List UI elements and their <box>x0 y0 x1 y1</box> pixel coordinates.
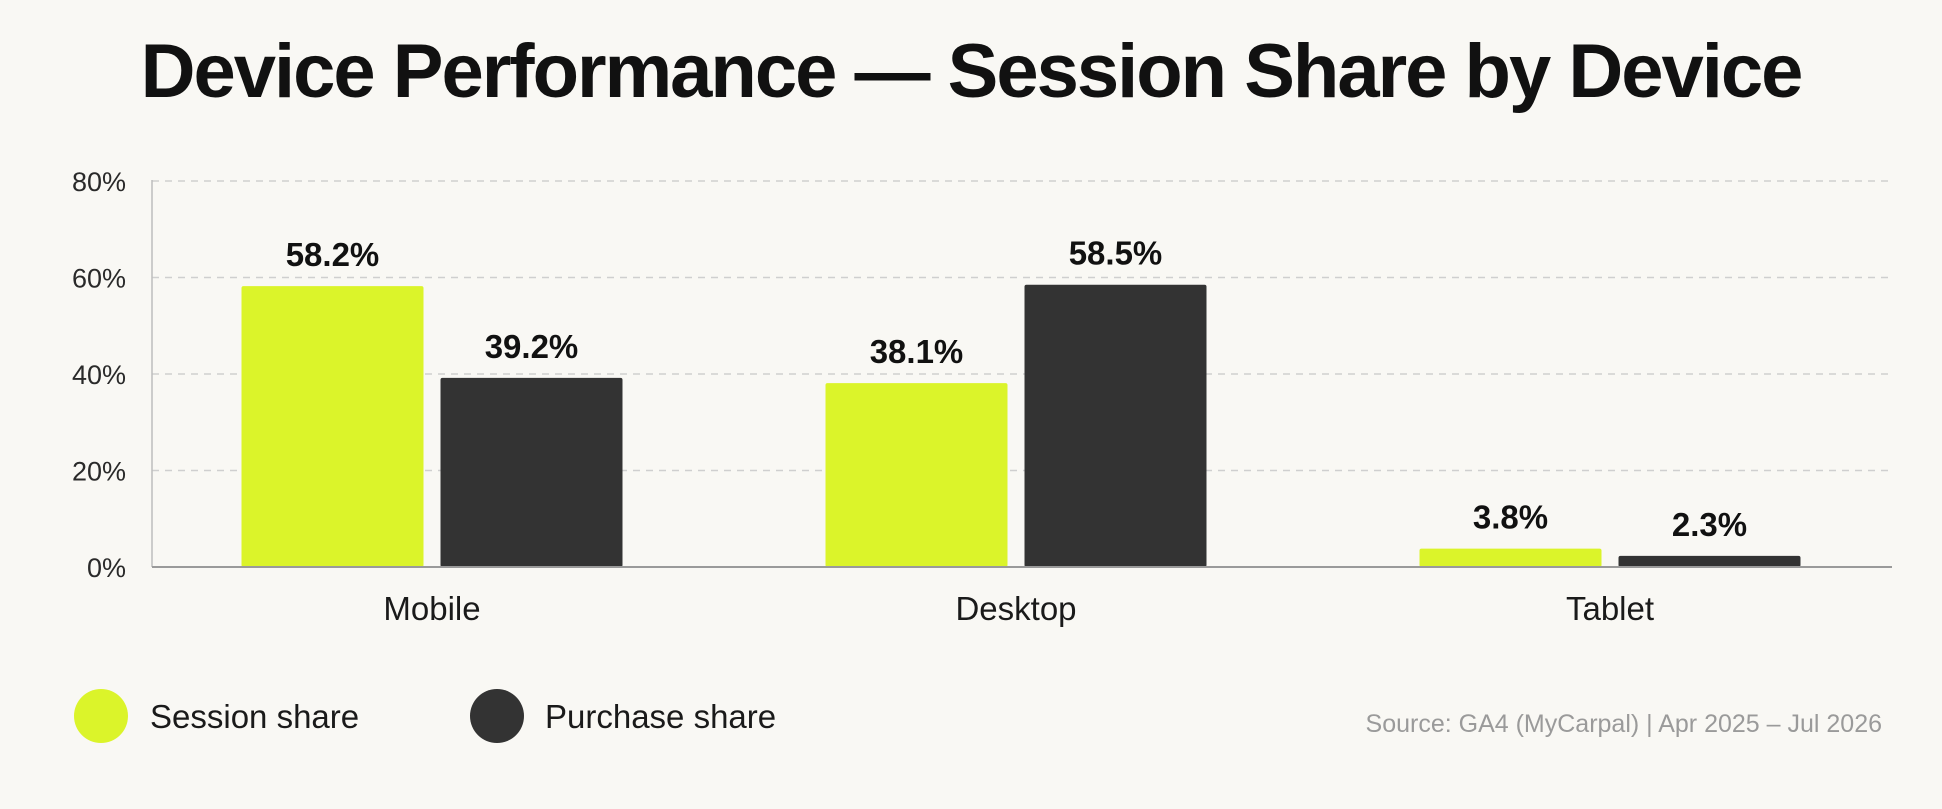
y-tick-label: 60% <box>72 264 126 294</box>
bar-desktop-session-share <box>825 383 1008 567</box>
data-label: 39.2% <box>485 328 579 365</box>
legend-label: Session share <box>150 698 359 735</box>
y-tick-label: 40% <box>72 360 126 390</box>
x-tick-label: Tablet <box>1566 590 1654 627</box>
data-label: 38.1% <box>870 333 964 370</box>
data-label: 58.2% <box>286 236 380 273</box>
x-tick-label: Mobile <box>383 590 480 627</box>
bar-tablet-session-share <box>1419 548 1602 567</box>
bar-mobile-session-share <box>241 286 424 567</box>
legend: Session share Purchase share <box>74 689 776 743</box>
legend-swatch <box>74 689 128 743</box>
y-tick-label: 20% <box>72 457 126 487</box>
data-label: 58.5% <box>1069 235 1163 272</box>
legend-swatch <box>470 689 524 743</box>
x-axis: Mobile Desktop Tablet <box>152 566 1892 627</box>
data-label: 2.3% <box>1672 506 1747 543</box>
legend-label: Purchase share <box>545 698 776 735</box>
data-labels: 58.2% 39.2% 38.1% 58.5% 3.8% 2.3% <box>286 235 1747 543</box>
bar-desktop-purchase-share <box>1024 284 1207 567</box>
x-tick-label: Desktop <box>955 590 1076 627</box>
y-tick-label: 80% <box>72 167 126 197</box>
bar-mobile-purchase-share <box>440 377 623 567</box>
chart-title: Device Performance — Session Share by De… <box>141 29 1802 114</box>
bars <box>241 284 1801 567</box>
data-label: 3.8% <box>1473 499 1548 536</box>
bar-tablet-purchase-share <box>1618 555 1801 567</box>
source-note: Source: GA4 (MyCarpal) | Apr 2025 – Jul … <box>1366 710 1882 738</box>
y-tick-label: 0% <box>87 553 126 583</box>
y-axis: 0% 20% 40% 60% 80% <box>72 167 153 583</box>
